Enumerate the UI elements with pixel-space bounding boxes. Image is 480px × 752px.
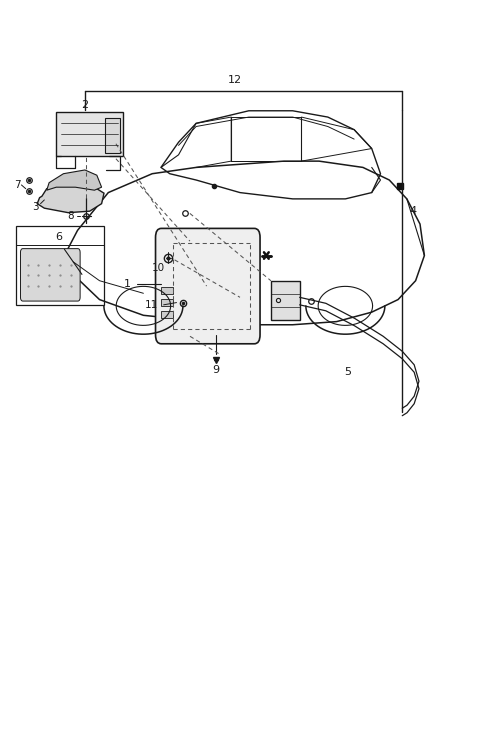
Polygon shape	[47, 170, 102, 190]
Text: 1: 1	[124, 279, 131, 289]
Text: 4: 4	[409, 206, 416, 216]
Bar	[271, 280, 300, 320]
Bar	[106, 117, 120, 153]
Text: 7: 7	[14, 180, 21, 190]
Polygon shape	[37, 183, 104, 213]
Text: 2: 2	[81, 100, 88, 110]
Text: 6: 6	[55, 232, 62, 242]
Bar	[161, 299, 173, 306]
Bar	[161, 311, 173, 318]
Bar	[56, 111, 123, 156]
Text: 11: 11	[145, 300, 158, 310]
Text: 9: 9	[212, 365, 219, 375]
Text: 10: 10	[152, 263, 166, 273]
Text: 5: 5	[344, 367, 351, 378]
Text: 8: 8	[67, 211, 74, 221]
Bar	[161, 287, 173, 294]
FancyBboxPatch shape	[156, 229, 260, 344]
FancyBboxPatch shape	[21, 249, 80, 301]
Text: 12: 12	[228, 75, 242, 85]
Bar	[16, 226, 104, 305]
Text: 3: 3	[32, 202, 38, 212]
